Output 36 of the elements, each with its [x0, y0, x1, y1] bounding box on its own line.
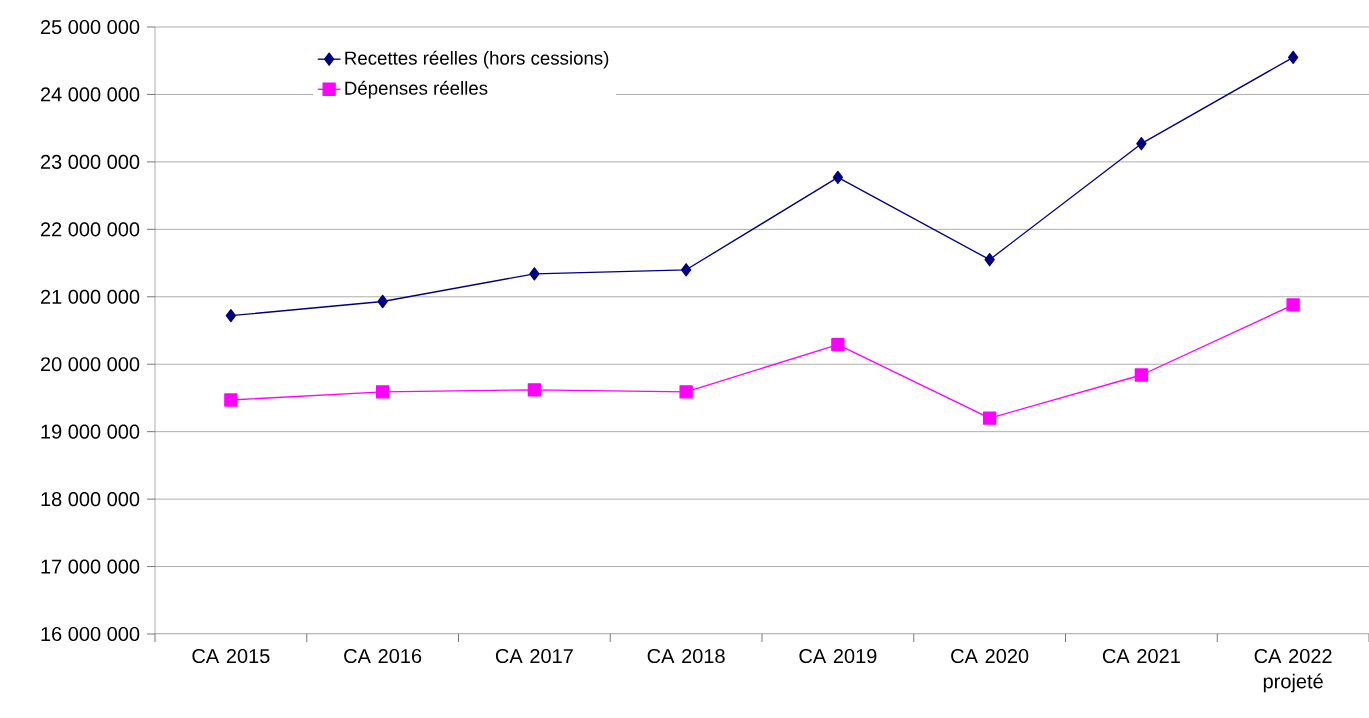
x-tick-label: CA 2018	[647, 648, 725, 664]
x-tick-label: CA 2021	[1102, 648, 1180, 664]
y-tick-label: 22 000 000	[40, 222, 140, 237]
y-tick-label: 23 000 000	[40, 154, 140, 169]
x-tick-label: CA 2019	[799, 648, 877, 664]
y-tick-label: 16 000 000	[41, 626, 140, 642]
y-tick-label: 17 000 000	[41, 559, 140, 574]
point	[375, 385, 390, 399]
y-tick-label: 20 000 000	[40, 357, 140, 372]
point	[982, 411, 997, 425]
point	[527, 383, 542, 397]
x-tick-label: CA 2022 projeté	[1254, 648, 1332, 693]
legend-label: Recettes réelles (hors cessions)	[345, 50, 609, 69]
y-tick-label: 19 000 000	[41, 424, 140, 439]
point	[831, 338, 845, 352]
point	[1134, 368, 1149, 382]
point	[529, 267, 540, 281]
y-tick-label: 21 000 000	[40, 289, 140, 304]
point	[224, 393, 238, 407]
point	[832, 170, 844, 185]
legend-label: Dépenses réelles	[345, 80, 488, 99]
point	[1136, 137, 1147, 151]
y-tick-label: 25 000 000	[40, 19, 140, 35]
point	[680, 263, 692, 277]
point	[1287, 50, 1299, 65]
y-tick-label: 18 000 000	[41, 492, 140, 507]
point	[225, 308, 237, 323]
x-tick-label: CA 2016	[344, 648, 422, 664]
point	[984, 253, 995, 267]
x-tick-label: CA 2015	[192, 648, 270, 664]
y-tick-label: 24 000 000	[40, 87, 140, 102]
point	[1286, 298, 1300, 312]
point	[377, 294, 388, 309]
x-tick-label: CA 2020	[951, 648, 1029, 664]
point	[679, 385, 693, 399]
x-tick-label: CA 2017	[495, 648, 573, 664]
